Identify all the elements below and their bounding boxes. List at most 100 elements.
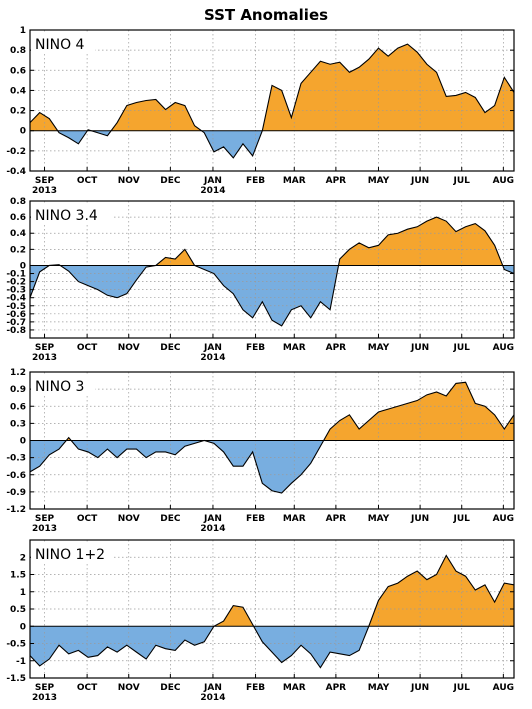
positive-anomaly-area	[30, 382, 514, 441]
x-tick-label: DEC	[160, 514, 181, 524]
x-year-label: 2013	[32, 353, 57, 363]
y-tick-label: 1	[20, 588, 26, 598]
panel-title-bg	[31, 374, 95, 396]
y-tick-label: 0.2	[10, 107, 26, 117]
x-tick-label: AUG	[493, 514, 514, 524]
x-tick-label: JAN	[203, 514, 222, 524]
x-tick-label: JAN	[203, 683, 222, 693]
x-tick-label: FEB	[246, 176, 265, 186]
y-tick-label: 0.4	[10, 86, 26, 96]
y-tick-label: -0.4	[6, 167, 26, 177]
x-tick-label: OCT	[77, 683, 98, 693]
x-tick-label: NOV	[118, 343, 140, 353]
x-tick-label: MAY	[368, 514, 390, 524]
x-year-label: 2013	[32, 186, 57, 196]
x-year-label: 2014	[200, 353, 225, 363]
negative-anomaly-area	[57, 130, 263, 158]
x-tick-label: FEB	[246, 514, 265, 524]
positive-anomaly-area	[49, 217, 503, 266]
y-tick-label: 0.9	[10, 385, 26, 395]
x-tick-label: MAY	[368, 176, 390, 186]
x-tick-label: SEP	[35, 176, 55, 186]
y-tick-label: -0.6	[6, 310, 26, 320]
x-tick-label: OCT	[77, 176, 98, 186]
panel-title-bg	[31, 542, 113, 564]
anomaly-line	[29, 216, 515, 327]
x-tick-label: JUN	[410, 683, 429, 693]
x-tick-label: JUN	[410, 176, 429, 186]
y-tick-label: 0	[20, 622, 26, 632]
x-tick-label: JUL	[453, 176, 471, 186]
x-tick-label: MAR	[283, 683, 306, 693]
y-tick-label: 1.2	[10, 368, 26, 378]
y-tick-label: -0.9	[6, 488, 26, 498]
x-tick-label: SEP	[35, 683, 55, 693]
x-tick-label: OCT	[77, 514, 98, 524]
y-tick-label: -0.2	[6, 278, 26, 288]
y-tick-label: 0.6	[10, 66, 26, 76]
panel-3: -1.5 -1 -0.5 0 0.5 1 1.5 2 SEP OCT NOV DEC JAN FEB MAR…	[6, 539, 515, 703]
x-tick-label: FEB	[246, 683, 265, 693]
x-tick-label: APR	[326, 343, 347, 353]
x-tick-label: MAR	[283, 343, 306, 353]
y-tick-label: -1	[16, 657, 26, 667]
panel-title-bg	[31, 32, 95, 54]
y-tick-label: 0.8	[10, 197, 26, 207]
plot-frame	[29, 29, 515, 172]
x-year-label: 2014	[200, 524, 225, 534]
x-tick-label: JUL	[453, 343, 471, 353]
x-tick-label: JAN	[203, 176, 222, 186]
y-tick-label: -0.3	[6, 286, 26, 296]
x-tick-label: SEP	[35, 514, 55, 524]
x-tick-label: NOV	[118, 683, 140, 693]
y-tick-label: 0	[20, 261, 26, 271]
x-year-label: 2013	[32, 693, 57, 703]
y-tick-label: -0.4	[6, 294, 26, 304]
anomaly-line	[29, 554, 515, 669]
x-tick-label: JUL	[453, 514, 471, 524]
y-tick-label: 0.8	[10, 46, 26, 56]
y-tick-label: -0.5	[6, 302, 26, 312]
chart-title: SST Anomalies	[203, 6, 329, 24]
panel-0: -0.4 -0.2 0 0.2 0.4 0.6 0.8 1 SEP OCT NOV DEC JAN FEB…	[6, 26, 515, 196]
x-tick-label: DEC	[160, 176, 181, 186]
panel-1: -0.8-0.7-0.6-0.5-0.4-0.3-0.2-0.10 0.2 0.4 0…	[6, 197, 515, 363]
x-year-label: 2014	[200, 693, 225, 703]
y-tick-label: -0.3	[6, 454, 26, 464]
x-tick-label: NOV	[118, 514, 140, 524]
x-tick-label: MAR	[283, 176, 306, 186]
x-tick-label: MAY	[368, 343, 390, 353]
x-tick-label: AUG	[493, 343, 514, 353]
negative-anomaly-area	[30, 440, 514, 494]
x-tick-label: AUG	[493, 683, 514, 693]
y-tick-label: 0	[20, 437, 26, 447]
panel-2: -1.2 -0.9 -0.6 -0.3 0 0.3 0.6 0.9 1.2 SEP OCT NOV DE…	[6, 368, 515, 534]
y-tick-label: 0.3	[10, 419, 26, 429]
x-tick-label: OCT	[77, 343, 98, 353]
x-tick-label: FEB	[246, 343, 265, 353]
x-tick-label: DEC	[160, 683, 181, 693]
y-tick-label: 0	[20, 127, 26, 137]
x-tick-label: SEP	[35, 343, 55, 353]
positive-anomaly-area	[30, 44, 514, 131]
y-tick-label: -1.2	[6, 505, 26, 515]
y-tick-label: -0.2	[6, 147, 26, 157]
panel-title: NINO 1+2	[35, 547, 105, 563]
panel-title: NINO 4	[35, 37, 85, 53]
x-tick-label: MAR	[283, 514, 306, 524]
x-tick-label: MAY	[368, 683, 390, 693]
x-tick-label: NOV	[118, 176, 140, 186]
panel-title: NINO 3.4	[35, 208, 98, 224]
panel-title-bg	[31, 203, 113, 225]
x-tick-label: APR	[326, 176, 347, 186]
anomaly-line	[29, 43, 515, 159]
negative-anomaly-area	[30, 626, 514, 668]
x-year-label: 2014	[200, 186, 225, 196]
y-tick-label: 0.2	[10, 245, 26, 255]
y-tick-label: 0.4	[10, 229, 26, 239]
y-tick-label: -1.5	[6, 674, 26, 684]
y-tick-label: -0.7	[6, 318, 26, 328]
y-tick-label: -0.6	[6, 471, 26, 481]
plot-frame	[29, 200, 515, 339]
